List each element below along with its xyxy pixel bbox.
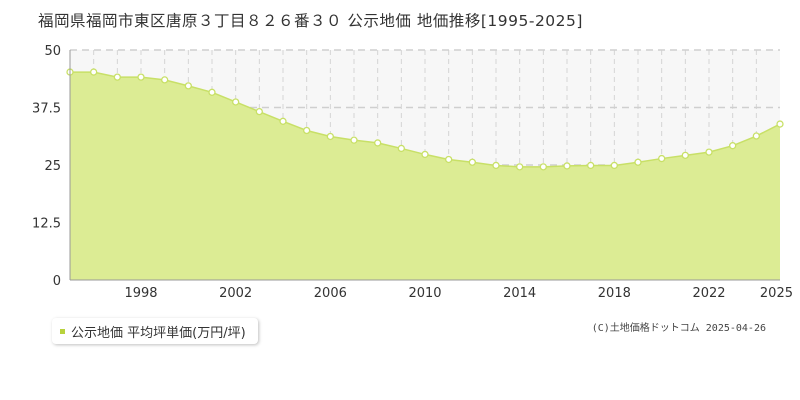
data-point-2010 (421, 150, 429, 159)
data-point-2016 (563, 162, 571, 170)
x-tick-label-2018: 2018 (598, 286, 631, 301)
data-point-2001 (208, 88, 216, 96)
data-point-2022 (705, 148, 713, 156)
data-point-2018 (610, 161, 618, 170)
legend: 公示地価 平均坪単価(万円/坪) (52, 318, 258, 344)
data-point-1998 (137, 73, 145, 81)
data-point-2012 (468, 158, 476, 166)
data-point-2019 (634, 158, 642, 166)
x-tick-label-2006: 2006 (314, 286, 347, 301)
x-tick-label-2025: 2025 (760, 286, 793, 301)
y-tick-label-25: 25 (44, 159, 61, 174)
y-tick-label-50: 50 (44, 44, 61, 59)
data-point-2000 (184, 82, 192, 90)
data-point-2014 (516, 163, 524, 171)
x-tick-label-2010: 2010 (408, 286, 441, 301)
chart-title: 福岡県福岡市東区唐原３丁目８２６番３０ 公示地価 地価推移[1995-2025] (38, 12, 583, 30)
data-point-2020 (658, 154, 666, 163)
axes (69, 50, 780, 281)
data-point-1997 (113, 73, 121, 81)
data-point-2015 (539, 163, 547, 171)
data-point-2002 (232, 98, 240, 106)
y-tick-label-0: 0 (53, 274, 61, 289)
y-tick-labels: 0 12.5 25 37.5 50 (32, 44, 61, 289)
data-point-2011 (445, 155, 453, 164)
data-point-2003 (255, 107, 263, 116)
x-tick-label-2022: 2022 (692, 286, 725, 301)
x-tick-labels: 1998 2002 2006 2010 2014 2018 2022 2025 (124, 286, 793, 301)
data-point-1999 (161, 76, 169, 84)
legend-label: 公示地価 平均坪単価(万円/坪) (71, 325, 246, 341)
data-point-2006 (326, 132, 334, 141)
data-point-2023 (729, 142, 737, 150)
x-tick-label-2014: 2014 (503, 286, 536, 301)
x-tick-label-2002: 2002 (219, 286, 252, 301)
data-point-2013 (492, 161, 500, 170)
legend-swatch (60, 328, 65, 334)
data-point-2008 (374, 139, 382, 147)
y-tick-label-12.5: 12.5 (32, 217, 61, 232)
data-point-1996 (90, 68, 98, 76)
data-point-2021 (681, 151, 689, 159)
data-point-2004 (279, 117, 287, 125)
x-tick-label-1998: 1998 (124, 286, 157, 301)
series-area-fill (70, 72, 780, 280)
copyright-text: (C)土地価格ドットコム 2025-04-26 (591, 323, 766, 334)
data-point-2025 (776, 120, 784, 128)
data-point-2017 (587, 161, 595, 170)
data-point-2009 (397, 144, 405, 153)
data-point-2005 (303, 126, 311, 135)
data-point-2007 (350, 136, 358, 144)
series-points (66, 68, 784, 171)
data-point-2024 (752, 132, 760, 140)
y-tick-label-37.5: 37.5 (32, 102, 61, 117)
